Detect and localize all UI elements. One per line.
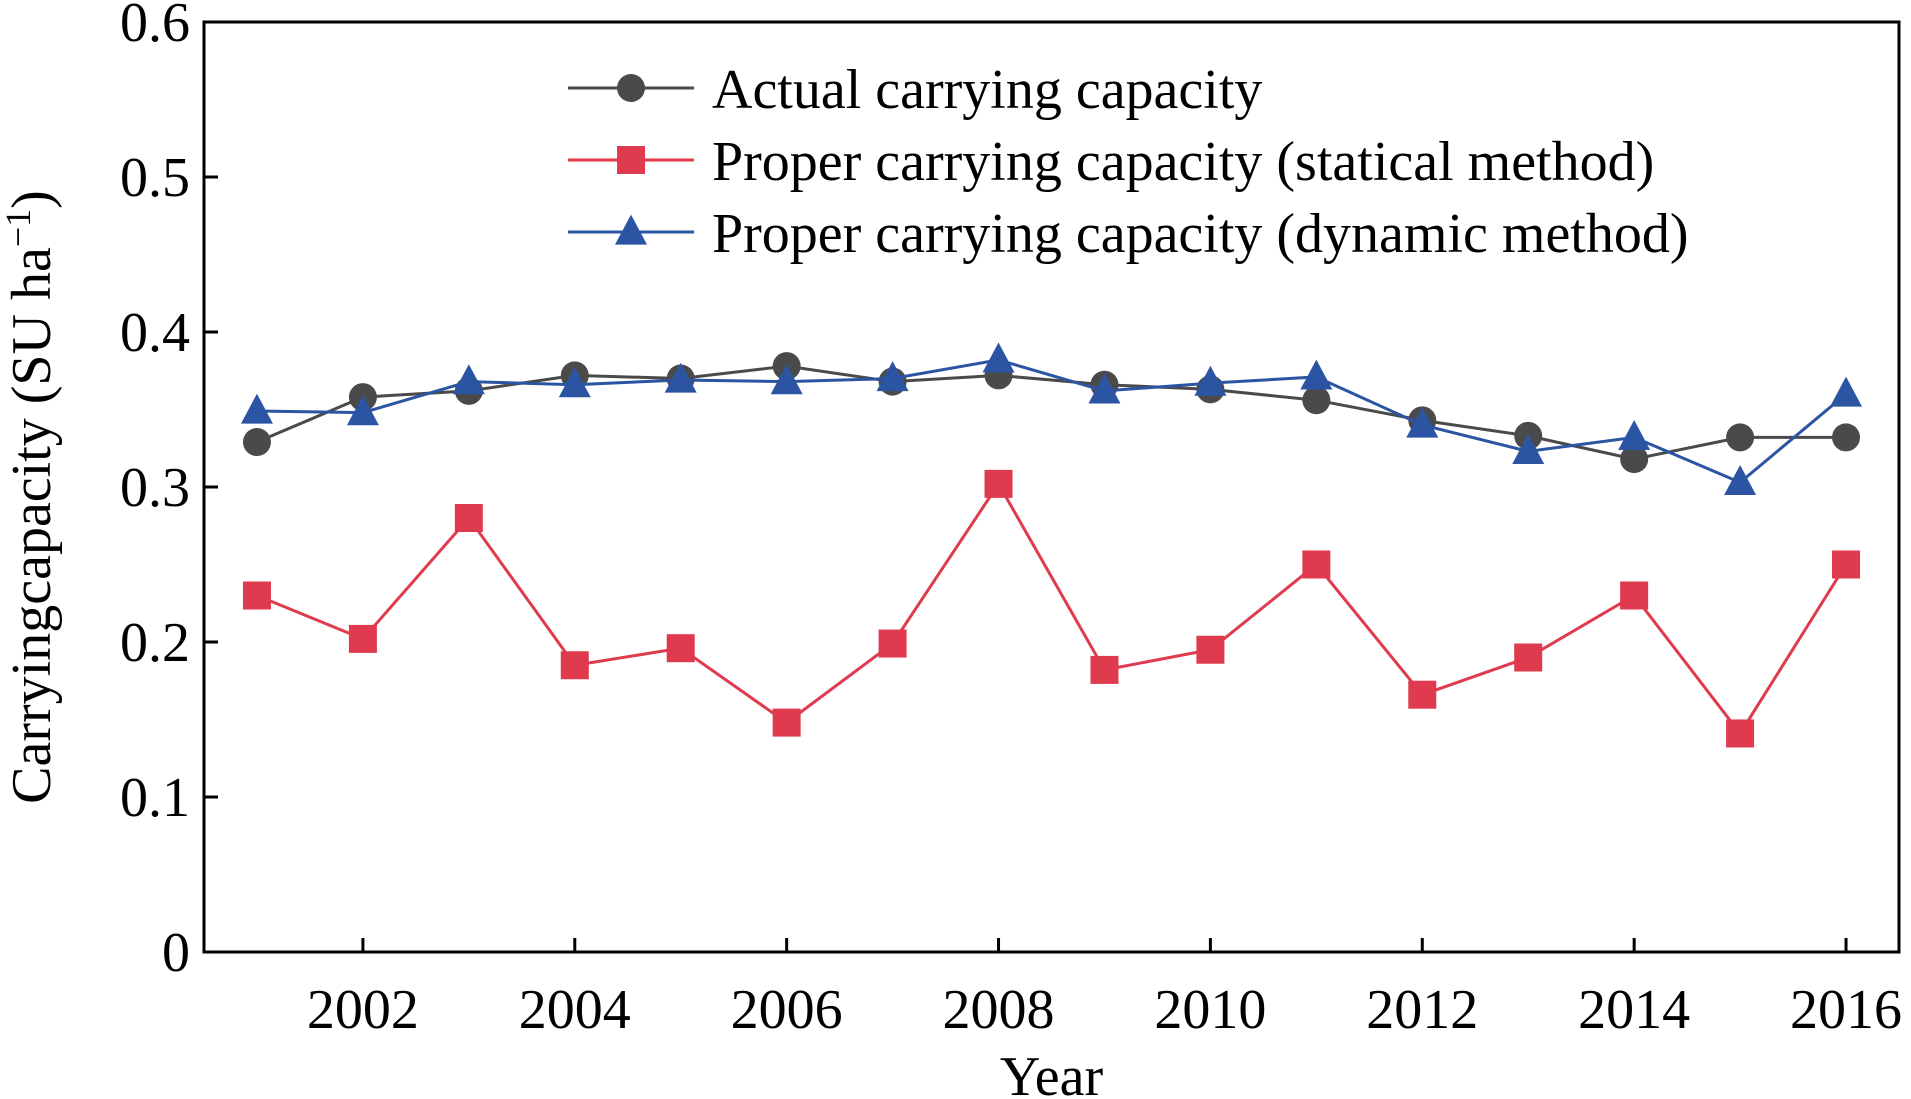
- legend-label: Proper carrying capacity (statical metho…: [712, 131, 1654, 193]
- legend: Actual carrying capacity Proper carrying …: [568, 59, 1689, 265]
- x-tick-label: 2004: [519, 979, 631, 1041]
- y-axis: 0 0.1 0.2 0.3 0.4 0.5 0.6: [120, 0, 218, 984]
- x-tick-label: 2010: [1154, 979, 1266, 1041]
- data-point: [1514, 643, 1543, 672]
- data-point: [1090, 655, 1119, 684]
- data-point: [452, 364, 485, 395]
- data-point: [1302, 386, 1331, 415]
- data-point: [348, 624, 377, 653]
- data-point: [1408, 680, 1437, 709]
- data-point: [1832, 550, 1861, 579]
- data-point: [242, 428, 271, 457]
- data-point: [1512, 433, 1545, 464]
- legend-swatch-marker: [617, 74, 645, 102]
- x-tick-label: 2008: [943, 979, 1055, 1041]
- series-2: [242, 469, 1861, 748]
- data-point: [1406, 407, 1439, 438]
- data-point: [242, 581, 271, 610]
- x-axis-title: Year: [1000, 1046, 1104, 1099]
- x-tick-label: 2006: [731, 979, 843, 1041]
- y-tick-label: 0.1: [120, 767, 190, 829]
- x-tick-label: 2002: [307, 979, 419, 1041]
- data-point: [666, 634, 695, 663]
- data-point: [1088, 373, 1121, 404]
- x-tick-label: 2016: [1790, 979, 1902, 1041]
- legend-swatch-marker: [615, 214, 647, 245]
- data-point: [1618, 420, 1651, 450]
- data-point: [1620, 581, 1649, 610]
- data-point: [1830, 376, 1863, 407]
- x-axis: 2002 2004 2006 2008 2010 2012 2014 2016: [307, 938, 1902, 1041]
- y-axis-title-superscript: −1: [0, 209, 38, 247]
- y-tick-label: 0.4: [120, 302, 190, 364]
- data-point: [876, 361, 909, 392]
- data-point: [1832, 423, 1861, 452]
- data-point: [1194, 365, 1227, 396]
- data-point: [1620, 445, 1649, 474]
- data-point: [558, 367, 591, 398]
- series-1-line: [256, 364, 1847, 461]
- legend-label: Actual carrying capacity: [712, 59, 1262, 121]
- data-point: [878, 629, 907, 658]
- y-axis-title-close: ): [1, 190, 63, 209]
- series-3: [240, 342, 1863, 495]
- data-point: [240, 393, 273, 424]
- x-tick-label: 2012: [1366, 979, 1478, 1041]
- series-2-line: [256, 481, 1848, 737]
- y-tick-label: 0.5: [120, 147, 190, 209]
- data-point: [1726, 423, 1755, 452]
- y-axis-title-main: Carryingcapacity (SU ha: [1, 247, 63, 804]
- series-1: [242, 352, 1861, 474]
- y-tick-label: 0.6: [120, 0, 190, 54]
- legend-label: Proper carrying capacity (dynamic method…: [712, 203, 1689, 265]
- data-point: [454, 504, 483, 532]
- y-axis-title: Carryingcapacity (SU ha−1): [0, 190, 63, 804]
- data-point: [560, 651, 589, 680]
- y-tick-label: 0.2: [120, 612, 190, 674]
- data-point: [984, 469, 1013, 498]
- data-point: [664, 362, 697, 393]
- data-point: [1726, 719, 1755, 748]
- data-point: [1300, 359, 1333, 390]
- plot-area-frame: [202, 20, 1901, 954]
- series-layer: [240, 342, 1863, 748]
- data-point: [1302, 550, 1331, 579]
- series-3-line: [256, 358, 1847, 485]
- legend-swatch-marker: [617, 146, 645, 174]
- data-point: [346, 395, 379, 426]
- data-point: [1724, 464, 1757, 495]
- x-tick-label: 2014: [1578, 979, 1690, 1041]
- data-point: [982, 342, 1015, 373]
- data-point: [770, 364, 803, 395]
- y-tick-label: 0.3: [120, 457, 190, 519]
- y-tick-label: 0: [162, 922, 190, 984]
- data-point: [1196, 635, 1225, 664]
- data-point: [772, 708, 801, 737]
